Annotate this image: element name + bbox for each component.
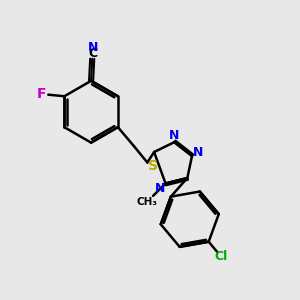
Text: S: S [148, 159, 158, 173]
Text: N: N [88, 41, 98, 54]
Text: CH₃: CH₃ [137, 197, 158, 207]
Text: Cl: Cl [215, 250, 228, 263]
Text: N: N [155, 182, 165, 195]
Text: F: F [37, 87, 46, 101]
Text: C: C [88, 47, 97, 60]
Text: N: N [193, 146, 204, 159]
Text: N: N [169, 129, 179, 142]
